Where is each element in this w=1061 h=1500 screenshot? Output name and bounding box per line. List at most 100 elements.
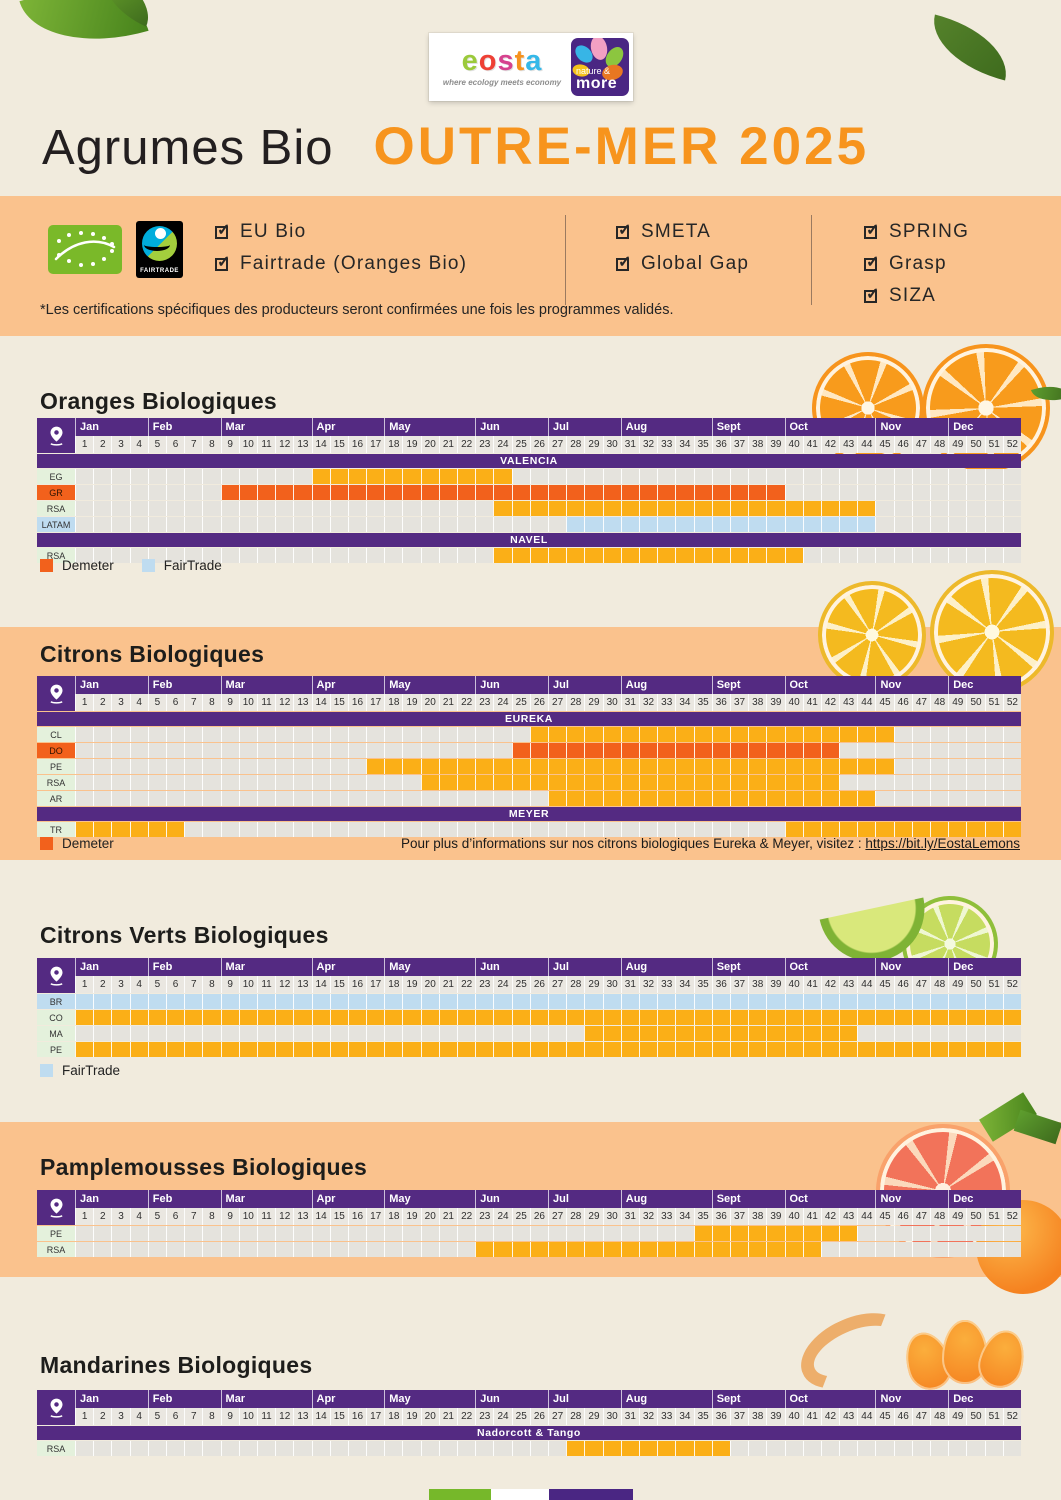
availability-cell bbox=[729, 743, 749, 758]
empty-cell bbox=[165, 485, 185, 500]
availability-cell bbox=[111, 1010, 130, 1025]
availability-cell bbox=[875, 822, 894, 837]
empty-cell bbox=[475, 822, 494, 837]
empty-cell bbox=[930, 727, 949, 742]
availability-cell bbox=[275, 1042, 294, 1057]
empty-cell bbox=[420, 727, 439, 742]
week-number: 4 bbox=[129, 976, 148, 993]
availability-cell bbox=[220, 1010, 239, 1025]
week-number: 36 bbox=[711, 1208, 730, 1225]
empty-cell bbox=[729, 469, 749, 484]
week-number: 25 bbox=[511, 694, 530, 711]
empty-cell bbox=[766, 822, 785, 837]
availability-cell bbox=[529, 1010, 548, 1025]
check-icon: ✓ bbox=[866, 221, 881, 239]
empty-cell bbox=[438, 727, 458, 742]
empty-cell bbox=[438, 743, 458, 758]
empty-cell bbox=[275, 791, 294, 806]
availability-cell bbox=[275, 994, 294, 1009]
month-label: Nov bbox=[875, 958, 949, 976]
week-number: 41 bbox=[802, 976, 821, 993]
origin-label: AR bbox=[37, 791, 75, 806]
cert-item: ✓ SIZA bbox=[864, 285, 969, 307]
week-number: 38 bbox=[748, 694, 767, 711]
empty-cell bbox=[984, 1242, 1003, 1257]
week-number: 10 bbox=[238, 694, 257, 711]
origin-label: TR bbox=[37, 822, 75, 837]
week-number: 5 bbox=[147, 976, 166, 993]
availability-cell bbox=[620, 743, 639, 758]
availability-cell bbox=[238, 485, 257, 500]
week-number: 37 bbox=[729, 436, 749, 453]
empty-cell bbox=[402, 517, 421, 532]
week-number: 4 bbox=[129, 694, 148, 711]
empty-cell bbox=[966, 517, 985, 532]
empty-cell bbox=[347, 501, 367, 516]
empty-cell bbox=[347, 1242, 367, 1257]
availability-cell bbox=[602, 501, 621, 516]
nature-and-more-logo: nature & more bbox=[571, 38, 629, 96]
empty-cell bbox=[911, 775, 931, 790]
week-number: 25 bbox=[511, 436, 530, 453]
availability-cell bbox=[548, 791, 567, 806]
availability-cell bbox=[529, 775, 548, 790]
lemons-info-link[interactable]: https://bit.ly/EostaLemons bbox=[865, 836, 1020, 851]
availability-cell bbox=[802, 517, 821, 532]
availability-cell bbox=[256, 485, 276, 500]
empty-cell bbox=[657, 1226, 676, 1241]
availability-cell bbox=[675, 517, 694, 532]
availability-cell bbox=[693, 485, 712, 500]
empty-cell bbox=[930, 501, 949, 516]
empty-cell bbox=[438, 1026, 458, 1041]
empty-cell bbox=[748, 822, 767, 837]
empty-cell bbox=[948, 501, 967, 516]
empty-cell bbox=[948, 1226, 967, 1241]
empty-cell bbox=[238, 1026, 257, 1041]
availability-cell bbox=[329, 469, 348, 484]
empty-cell bbox=[293, 1026, 312, 1041]
month-label: Jan bbox=[75, 418, 148, 436]
availability-cell bbox=[711, 1042, 730, 1057]
empty-cell bbox=[930, 1226, 949, 1241]
empty-cell bbox=[311, 1441, 330, 1456]
month-label: May bbox=[384, 1390, 476, 1408]
empty-cell bbox=[948, 548, 967, 563]
month-label: Mar bbox=[220, 418, 312, 436]
cert-item-label: Fairtrade (Oranges Bio) bbox=[240, 253, 468, 274]
availability-cell bbox=[766, 1226, 785, 1241]
availability-cell bbox=[238, 994, 257, 1009]
week-number: 1 bbox=[75, 1408, 94, 1425]
page-title: Agrumes Bio OUTRE-MER 2025 bbox=[42, 116, 869, 177]
empty-cell bbox=[238, 822, 257, 837]
brand-letter: s bbox=[497, 45, 515, 77]
calendar-row: PE bbox=[37, 1042, 1021, 1057]
week-number: 8 bbox=[202, 976, 221, 993]
week-number: 4 bbox=[129, 1408, 148, 1425]
empty-cell bbox=[930, 548, 949, 563]
availability-cell bbox=[566, 517, 585, 532]
empty-cell bbox=[966, 1026, 985, 1041]
legend-citrons-verts: FairTrade bbox=[40, 1063, 148, 1078]
nature-more-line1: nature & bbox=[576, 66, 611, 76]
origin-label: RSA bbox=[37, 501, 75, 516]
week-number: 6 bbox=[165, 694, 185, 711]
availability-cell bbox=[602, 548, 621, 563]
empty-cell bbox=[875, 548, 894, 563]
origin-label: PE bbox=[37, 1226, 75, 1241]
citrons-info-line: Pour plus d’informations sur nos citrons… bbox=[401, 836, 1020, 851]
empty-cell bbox=[111, 791, 130, 806]
checkbox-icon: ✓ bbox=[864, 222, 879, 239]
calendar-row: RSA bbox=[37, 1441, 1021, 1456]
empty-cell bbox=[293, 727, 312, 742]
empty-cell bbox=[475, 791, 494, 806]
empty-cell bbox=[165, 1226, 185, 1241]
week-number: 32 bbox=[638, 976, 658, 993]
availability-cell bbox=[711, 727, 730, 742]
empty-cell bbox=[875, 501, 894, 516]
empty-cell bbox=[220, 517, 239, 532]
availability-cell bbox=[729, 517, 749, 532]
empty-cell bbox=[93, 775, 112, 790]
week-number: 45 bbox=[875, 694, 894, 711]
availability-cell bbox=[293, 485, 312, 500]
empty-cell bbox=[75, 791, 94, 806]
